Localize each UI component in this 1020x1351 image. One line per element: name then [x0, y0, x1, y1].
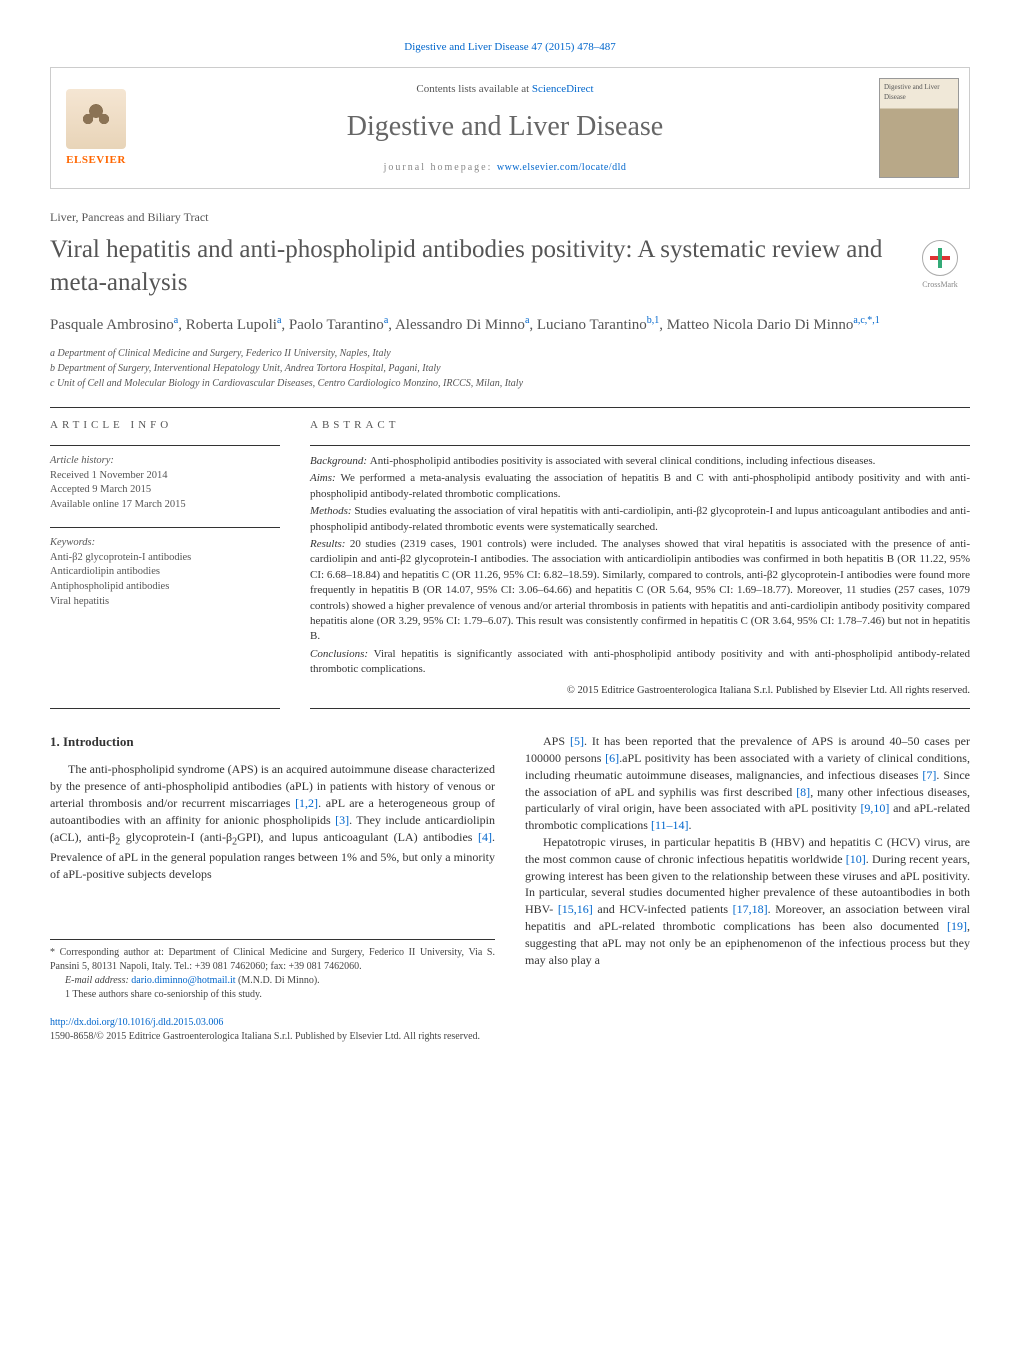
elsevier-tree-icon [66, 89, 126, 149]
abstract-methods: Studies evaluating the association of vi… [310, 505, 970, 532]
abstract-copyright: © 2015 Editrice Gastroenterologica Itali… [310, 684, 970, 699]
keyword-4: Viral hepatitis [50, 595, 280, 610]
abstract-column: abstract Background: Anti-phospholipid a… [310, 418, 970, 710]
abstract-text: Background: Anti-phospholipid antibodies… [310, 454, 970, 698]
footnotes: * Corresponding author at: Department of… [50, 939, 495, 1002]
doi-line: http://dx.doi.org/10.1016/j.dld.2015.03.… [50, 1016, 970, 1030]
abstract-results: 20 studies (2319 cases, 1901 controls) w… [310, 538, 970, 642]
authors-list: Pasquale Ambrosinoa, Roberta Lupolia, Pa… [50, 313, 970, 337]
abstract-aims: We performed a meta-analysis evaluating … [310, 472, 970, 499]
crossmark-icon [922, 240, 958, 276]
body-column-left: 1. Introduction The anti-phospholipid sy… [50, 733, 495, 1001]
online-date: Available online 17 March 2015 [50, 498, 280, 513]
divider-rule [50, 407, 970, 408]
masthead: ELSEVIER Contents lists available at Sci… [50, 67, 970, 189]
info-abstract-row: article info Article history: Received 1… [50, 418, 970, 710]
article-section-label: Liver, Pancreas and Biliary Tract [50, 209, 970, 226]
masthead-center: Contents lists available at ScienceDirec… [141, 72, 869, 185]
journal-homepage-line: journal homepage: www.elsevier.com/locat… [141, 161, 869, 175]
article-history-block: Article history: Received 1 November 201… [50, 454, 280, 513]
crossmark-badge[interactable]: CrossMark [910, 240, 970, 290]
email-label: E-mail address: [65, 975, 131, 986]
affiliation-c: c Unit of Cell and Molecular Biology in … [50, 377, 970, 391]
article-info-heading: article info [50, 418, 280, 433]
journal-cover-thumbnail[interactable]: Digestive and Liver Disease [879, 78, 959, 178]
introduction-heading: 1. Introduction [50, 733, 495, 751]
received-date: Received 1 November 2014 [50, 469, 280, 484]
coauthor-note: 1 These authors share co-seniorship of t… [50, 988, 495, 1002]
corresponding-email-link[interactable]: dario.diminno@hotmail.it [131, 975, 235, 986]
corresponding-author-note: * Corresponding author at: Department of… [50, 946, 495, 974]
affiliation-a: a Department of Clinical Medicine and Su… [50, 347, 970, 361]
cover-title-text: Digestive and Liver Disease [884, 83, 940, 101]
keyword-1: Anti-β2 glycoprotein-I antibodies [50, 551, 280, 566]
keyword-2: Anticardiolipin antibodies [50, 565, 280, 580]
accepted-date: Accepted 9 March 2015 [50, 483, 280, 498]
keywords-label: Keywords: [50, 536, 280, 551]
publisher-logo[interactable]: ELSEVIER [51, 79, 141, 178]
affiliation-b: b Department of Surgery, Interventional … [50, 362, 970, 376]
body-columns: 1. Introduction The anti-phospholipid sy… [50, 733, 970, 1001]
keywords-block: Keywords: Anti-β2 glycoprotein-I antibod… [50, 536, 280, 609]
contents-available-line: Contents lists available at ScienceDirec… [141, 82, 869, 97]
crossmark-label: CrossMark [922, 280, 958, 289]
journal-reference-link[interactable]: Digestive and Liver Disease 47 (2015) 47… [50, 40, 970, 55]
intro-paragraph-1: The anti-phospholipid syndrome (APS) is … [50, 761, 495, 882]
history-label: Article history: [50, 454, 280, 469]
article-title: Viral hepatitis and anti-phospholipid an… [50, 234, 890, 299]
affiliations: a Department of Clinical Medicine and Su… [50, 347, 970, 391]
body-column-right: APS [5]. It has been reported that the p… [525, 733, 970, 1001]
page-container: Digestive and Liver Disease 47 (2015) 47… [0, 0, 1020, 1084]
abstract-heading: abstract [310, 418, 970, 433]
contents-prefix: Contents lists available at [416, 83, 531, 95]
article-info-column: article info Article history: Received 1… [50, 418, 280, 710]
issn-copyright-line: 1590-8658/© 2015 Editrice Gastroenterolo… [50, 1030, 970, 1044]
journal-name: Digestive and Liver Disease [141, 107, 869, 146]
intro-paragraph-2: APS [5]. It has been reported that the p… [525, 733, 970, 834]
keyword-3: Antiphospholipid antibodies [50, 580, 280, 595]
doi-link[interactable]: http://dx.doi.org/10.1016/j.dld.2015.03.… [50, 1017, 223, 1028]
abstract-conclusions: Viral hepatitis is significantly associa… [310, 648, 970, 675]
sciencedirect-link[interactable]: ScienceDirect [532, 83, 594, 95]
abstract-background: Anti-phospholipid antibodies positivity … [370, 455, 876, 467]
publisher-name: ELSEVIER [61, 153, 131, 168]
email-suffix: (M.N.D. Di Minno). [236, 975, 320, 986]
journal-homepage-link[interactable]: www.elsevier.com/locate/dld [497, 162, 626, 173]
homepage-prefix: journal homepage: [384, 162, 497, 173]
intro-paragraph-3: Hepatotropic viruses, in particular hepa… [525, 834, 970, 968]
